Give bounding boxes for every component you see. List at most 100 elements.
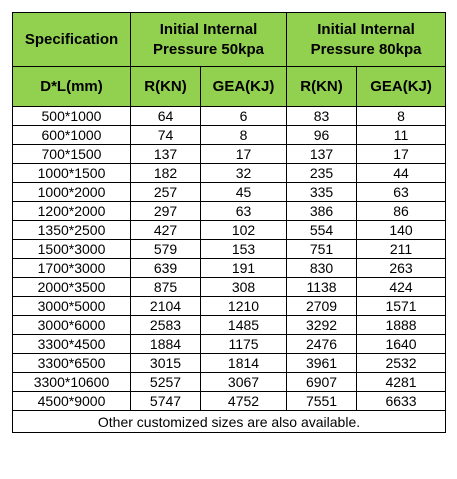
cell-dimensions: 1000*1500 bbox=[12, 163, 131, 183]
table-row: 3300*10600 5257 3067 6907 4281 bbox=[12, 372, 447, 392]
cell-r-80: 335 bbox=[286, 182, 358, 202]
cell-gea-50: 1175 bbox=[199, 334, 288, 354]
cell-dimensions: 1350*2500 bbox=[12, 220, 131, 240]
cell-dimensions: 3300*10600 bbox=[12, 372, 131, 392]
cell-dimensions: 1500*3000 bbox=[12, 239, 131, 259]
cell-dimensions: 1000*2000 bbox=[12, 182, 131, 202]
cell-r-80: 96 bbox=[286, 125, 358, 145]
cell-r-80: 6907 bbox=[286, 372, 358, 392]
pressure-80kpa-header-line2: Pressure 80kpa bbox=[310, 40, 422, 58]
cell-gea-80: 424 bbox=[356, 277, 447, 297]
cell-dimensions: 3300*4500 bbox=[12, 334, 131, 354]
cell-dimensions: 1700*3000 bbox=[12, 258, 131, 278]
table-header-row: Specification Initial Internal Pressure … bbox=[12, 12, 447, 67]
pressure-80kpa-header-line1: Initial Internal bbox=[317, 20, 415, 38]
cell-r-50: 74 bbox=[130, 125, 201, 145]
cell-r-80: 2476 bbox=[286, 334, 358, 354]
cell-gea-50: 308 bbox=[199, 277, 288, 297]
cell-r-80: 7551 bbox=[286, 391, 358, 411]
cell-gea-80: 63 bbox=[356, 182, 447, 202]
cell-r-80: 235 bbox=[286, 163, 358, 183]
cell-r-50: 2104 bbox=[130, 296, 201, 316]
cell-gea-50: 6 bbox=[199, 106, 288, 126]
table-row: 1200*2000 297 63 386 86 bbox=[12, 201, 447, 221]
cell-r-80: 1138 bbox=[286, 277, 358, 297]
cell-gea-80: 6633 bbox=[356, 391, 447, 411]
cell-r-50: 5257 bbox=[130, 372, 201, 392]
column-header-gea-80: GEA(KJ) bbox=[356, 66, 447, 107]
cell-r-50: 875 bbox=[130, 277, 201, 297]
cell-r-50: 297 bbox=[130, 201, 201, 221]
cell-gea-50: 153 bbox=[199, 239, 288, 259]
cell-dimensions: 3000*5000 bbox=[12, 296, 131, 316]
cell-r-50: 3015 bbox=[130, 353, 201, 373]
column-header-r-50: R(KN) bbox=[130, 66, 201, 107]
cell-gea-80: 140 bbox=[356, 220, 447, 240]
cell-gea-80: 2532 bbox=[356, 353, 447, 373]
table-row: 500*1000 64 6 83 8 bbox=[12, 106, 447, 126]
cell-r-50: 5747 bbox=[130, 391, 201, 411]
cell-gea-80: 86 bbox=[356, 201, 447, 221]
column-header-r-80: R(KN) bbox=[286, 66, 358, 107]
cell-gea-50: 1210 bbox=[199, 296, 288, 316]
cell-dimensions: 4500*9000 bbox=[12, 391, 131, 411]
cell-r-50: 182 bbox=[130, 163, 201, 183]
cell-gea-50: 45 bbox=[199, 182, 288, 202]
table-body: 500*1000 64 6 83 8 600*1000 74 8 96 11 7… bbox=[11, 106, 447, 433]
cell-gea-80: 211 bbox=[356, 239, 447, 259]
cell-r-80: 83 bbox=[286, 106, 358, 126]
cell-gea-50: 191 bbox=[199, 258, 288, 278]
cell-dimensions: 700*1500 bbox=[12, 144, 131, 164]
cell-r-80: 2709 bbox=[286, 296, 358, 316]
cell-dimensions: 600*1000 bbox=[12, 125, 131, 145]
cell-gea-50: 1485 bbox=[199, 315, 288, 335]
specification-table: Specification Initial Internal Pressure … bbox=[11, 12, 447, 433]
cell-r-80: 3292 bbox=[286, 315, 358, 335]
cell-r-50: 137 bbox=[130, 144, 201, 164]
cell-r-50: 579 bbox=[130, 239, 201, 259]
table-row: 3300*6500 3015 1814 3961 2532 bbox=[12, 353, 447, 373]
cell-r-50: 1884 bbox=[130, 334, 201, 354]
table-row: 4500*9000 5747 4752 7551 6633 bbox=[12, 391, 447, 411]
cell-gea-80: 8 bbox=[356, 106, 447, 126]
table-row: 3000*6000 2583 1485 3292 1888 bbox=[12, 315, 447, 335]
cell-gea-80: 1888 bbox=[356, 315, 447, 335]
cell-r-50: 427 bbox=[130, 220, 201, 240]
cell-gea-80: 11 bbox=[356, 125, 447, 145]
pressure-50kpa-header-line2: Pressure 50kpa bbox=[153, 40, 264, 58]
cell-r-50: 639 bbox=[130, 258, 201, 278]
table-row: 1000*1500 182 32 235 44 bbox=[12, 163, 447, 183]
cell-gea-50: 17 bbox=[199, 144, 288, 164]
cell-gea-80: 44 bbox=[356, 163, 447, 183]
cell-dimensions: 3300*6500 bbox=[12, 353, 131, 373]
cell-r-80: 386 bbox=[286, 201, 358, 221]
table-row: 3300*4500 1884 1175 2476 1640 bbox=[12, 334, 447, 354]
table-row: 2000*3500 875 308 1138 424 bbox=[12, 277, 447, 297]
cell-r-50: 64 bbox=[130, 106, 201, 126]
table-row: 1700*3000 639 191 830 263 bbox=[12, 258, 447, 278]
table-footer-row: Other customized sizes are also availabl… bbox=[11, 410, 447, 433]
cell-dimensions: 3000*6000 bbox=[12, 315, 131, 335]
table-row: 1500*3000 579 153 751 211 bbox=[12, 239, 447, 259]
footer-note: Other customized sizes are also availabl… bbox=[11, 410, 447, 433]
cell-gea-50: 3067 bbox=[199, 372, 288, 392]
cell-gea-80: 17 bbox=[356, 144, 447, 164]
pressure-50kpa-header: Initial Internal Pressure 50kpa bbox=[129, 12, 288, 67]
cell-dimensions: 2000*3500 bbox=[12, 277, 131, 297]
cell-r-50: 257 bbox=[130, 182, 201, 202]
cell-r-80: 751 bbox=[286, 239, 358, 259]
cell-gea-50: 1814 bbox=[199, 353, 288, 373]
cell-gea-50: 102 bbox=[199, 220, 288, 240]
cell-gea-50: 8 bbox=[199, 125, 288, 145]
table-row: 1000*2000 257 45 335 63 bbox=[12, 182, 447, 202]
cell-gea-50: 63 bbox=[199, 201, 288, 221]
cell-r-80: 554 bbox=[286, 220, 358, 240]
pressure-80kpa-header: Initial Internal Pressure 80kpa bbox=[286, 12, 447, 67]
cell-gea-80: 1640 bbox=[356, 334, 447, 354]
cell-r-80: 137 bbox=[286, 144, 358, 164]
cell-gea-50: 4752 bbox=[199, 391, 288, 411]
cell-r-80: 830 bbox=[286, 258, 358, 278]
cell-dimensions: 500*1000 bbox=[12, 106, 131, 126]
table-row: 3000*5000 2104 1210 2709 1571 bbox=[12, 296, 447, 316]
column-header-dl: D*L(mm) bbox=[12, 66, 131, 107]
